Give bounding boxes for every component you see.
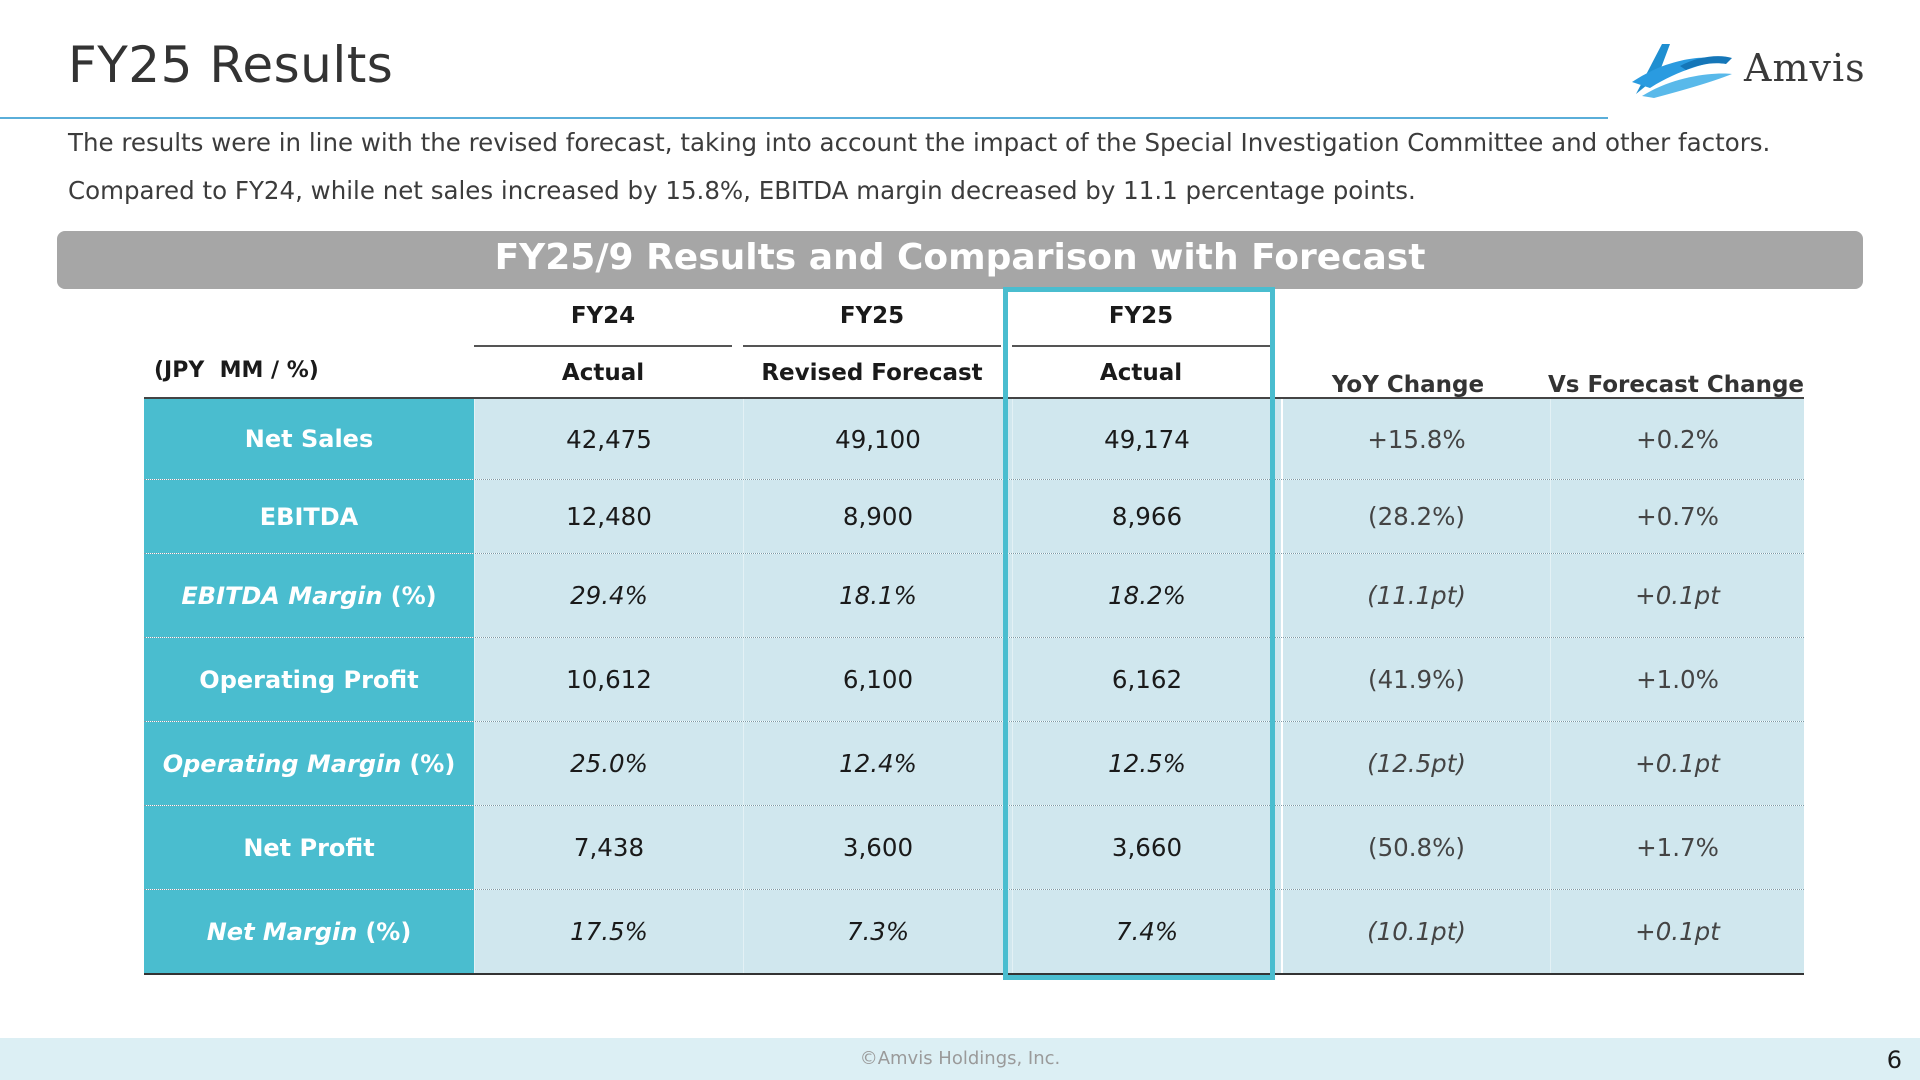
table-row: EBITDA 12,480 8,900 8,966 (28.2%) +0.7% [144,479,1804,553]
row-label: Operating Profit [144,638,474,721]
table-row: Net Margin (%) 17.5% 7.3% 7.4% (10.1pt) +0.1pt [144,889,1804,973]
table-cell: 18.2% [1012,554,1281,637]
table-cell: (10.1pt) [1281,890,1550,973]
row-label-suffix: (%) [409,749,456,778]
row-label-suffix: (%) [365,917,412,946]
table-cell: +0.1pt [1550,722,1804,805]
table-cell: 29.4% [474,554,743,637]
table-cell: 49,174 [1012,399,1281,479]
table-cell: (28.2%) [1281,480,1550,553]
row-label: Net Margin (%) [144,890,474,973]
table-cell: 8,966 [1012,480,1281,553]
col-fy24-top: FY24 [570,303,636,329]
col-yoy-change: YoY Change [1331,372,1485,398]
row-label: EBITDA [144,480,474,553]
title-underline [0,117,1608,119]
row-label: EBITDA Margin (%) [144,554,474,637]
table-row: EBITDA Margin (%) 29.4% 18.1% 18.2% (11.1pt) +… [144,553,1804,637]
fy25-actual-highlight-box [1003,287,1275,980]
col-fy25-forecast-rule [743,345,1001,347]
table-cell: 3,660 [1012,806,1281,889]
amvis-logo-mark [1632,44,1732,98]
row-label-text: Operating Margin [162,749,402,778]
table-cell: 12.5% [1012,722,1281,805]
row-label-text: Net Margin [206,917,358,946]
table-cell: (50.8%) [1281,806,1550,889]
table-row: Operating Profit 10,612 6,100 6,162 (41.9%) +… [144,637,1804,721]
row-label-suffix: (%) [390,581,437,610]
col-fy24-rule [474,345,732,347]
table-cell: 6,162 [1012,638,1281,721]
table-row: Net Sales 42,475 49,100 49,174 +15.8% +0.2% [144,399,1804,479]
footer-bar [0,1038,1920,1080]
table-cell: (11.1pt) [1281,554,1550,637]
table-bottom-rule [144,973,1804,975]
table-cell: +1.0% [1550,638,1804,721]
table-row: Net Profit 7,438 3,600 3,660 (50.8%) +1.7% [144,805,1804,889]
row-label-text: EBITDA [259,502,359,531]
section-banner: FY25/9 Results and Comparison with Forec… [57,231,1863,289]
row-label: Net Sales [144,399,474,479]
table-cell: 25.0% [474,722,743,805]
table-cell: 3,600 [743,806,1012,889]
table-cell: 49,100 [743,399,1012,479]
logo-wordmark: Amvis [1744,46,1866,90]
table-cell: 8,900 [743,480,1012,553]
intro-line-2: Compared to FY24, while net sales increa… [68,176,1416,205]
banner-title: FY25/9 Results and Comparison with Forec… [494,237,1426,278]
table-cell: +0.2% [1550,399,1804,479]
page-number: 6 [1886,1046,1902,1074]
table-cell: +0.1pt [1550,890,1804,973]
table-cell: 7.4% [1012,890,1281,973]
col-fy25-actual-bottom: Actual [1099,360,1183,386]
table-cell: (12.5pt) [1281,722,1550,805]
row-label: Net Profit [144,806,474,889]
table-cell: (41.9%) [1281,638,1550,721]
intro-line-1: The results were in line with the revise… [68,128,1771,157]
row-label-text: Net Sales [244,425,374,453]
table-cell: 7,438 [474,806,743,889]
header-rule [144,397,1804,399]
table-cell: 12,480 [474,480,743,553]
table-row: Operating Margin (%) 25.0% 12.4% 12.5% (12.5p… [144,721,1804,805]
table-cell: +15.8% [1281,399,1550,479]
col-fy24-bottom: Actual [561,360,645,386]
table-cell: +0.7% [1550,480,1804,553]
page-title: FY25 Results [68,36,394,94]
col-fy25-forecast-top: FY25 [839,303,905,329]
table-cell: 42,475 [474,399,743,479]
col-fy25-actual-rule [1012,345,1270,347]
table-cell: 17.5% [474,890,743,973]
col-vs-forecast-change: Vs Forecast Change [1547,372,1805,398]
col-fy25-forecast-bottom: Revised Forecast [761,360,983,386]
row-label: Operating Margin (%) [144,722,474,805]
row-label-text: EBITDA Margin [181,581,383,610]
col-fy25-actual-top: FY25 [1108,303,1174,329]
row-label-text: Net Profit [243,833,375,862]
table-cell: +0.1pt [1550,554,1804,637]
table-cell: +1.7% [1550,806,1804,889]
table-cell: 18.1% [743,554,1012,637]
table-cell: 6,100 [743,638,1012,721]
results-table: Net Sales 42,475 49,100 49,174 +15.8% +0.2% EB… [144,399,1804,973]
copyright: ©Amvis Holdings, Inc. [859,1048,1061,1069]
row-label-text: Operating Profit [199,665,419,694]
table-cell: 10,612 [474,638,743,721]
unit-label: (JPY MM / %) [154,358,319,383]
table-cell: 12.4% [743,722,1012,805]
table-cell: 7.3% [743,890,1012,973]
